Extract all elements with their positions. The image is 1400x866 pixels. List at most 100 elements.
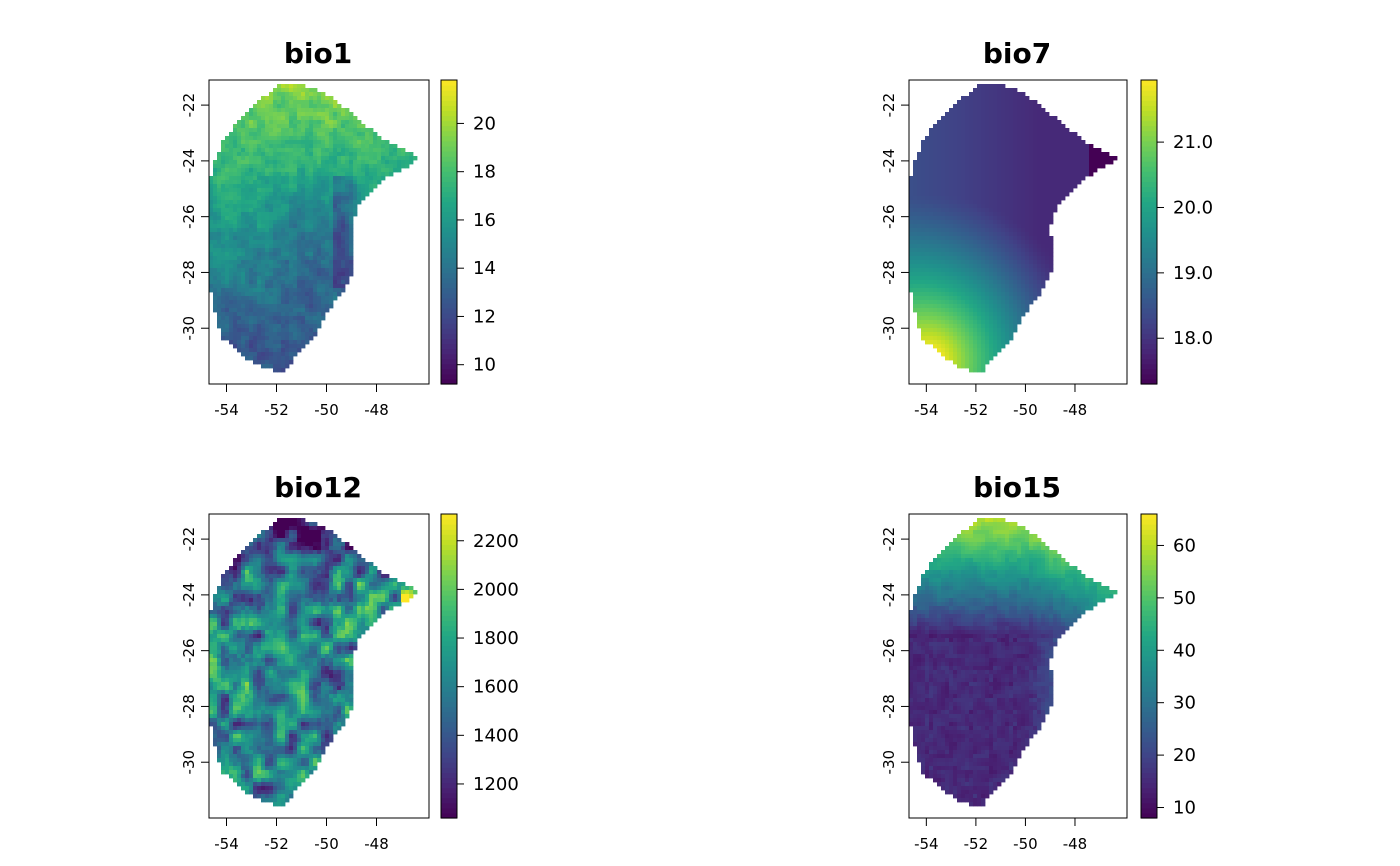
raster-cell: [1057, 160, 1062, 165]
raster-cell: [301, 152, 306, 157]
raster-cell: [921, 156, 926, 161]
raster-cell: [309, 336, 314, 341]
legend-swatch: [441, 318, 457, 324]
raster-cell: [217, 244, 222, 249]
legend-swatch: [1141, 80, 1157, 86]
raster-cell: [985, 248, 990, 253]
raster-cell: [977, 240, 982, 245]
raster-cell: [973, 312, 978, 317]
legend-swatch: [1141, 201, 1157, 208]
raster-cell: [929, 320, 934, 325]
raster-cell: [929, 324, 934, 329]
raster-cell: [981, 100, 986, 105]
raster-cell: [257, 156, 262, 161]
raster-cell: [957, 208, 962, 213]
raster-cell: [921, 316, 926, 321]
raster-cell: [997, 144, 1002, 149]
raster-cell: [273, 172, 278, 177]
raster-cell: [1005, 188, 1010, 193]
raster-cell: [301, 300, 306, 305]
raster-cell: [325, 188, 330, 193]
raster-cell: [1053, 116, 1058, 121]
raster-cell: [269, 144, 274, 149]
raster-cell: [1025, 284, 1030, 289]
raster-cell: [273, 228, 278, 233]
legend-swatch: [1141, 95, 1157, 101]
raster-cell: [285, 108, 290, 113]
raster-cell: [249, 112, 254, 117]
raster-cell: [265, 216, 270, 221]
raster-cell: [277, 328, 282, 333]
legend-swatch: [441, 100, 457, 106]
raster-cell: [921, 260, 926, 265]
raster-cell: [277, 104, 282, 109]
raster-cell: [981, 328, 986, 333]
raster-cell: [309, 304, 314, 309]
raster-cell: [213, 180, 218, 185]
raster-cell: [1013, 324, 1018, 329]
raster-cell: [969, 180, 974, 185]
raster-cell: [1045, 260, 1050, 265]
raster-cell: [297, 188, 302, 193]
raster-cell: [317, 196, 322, 201]
raster-cell: [997, 344, 1002, 349]
raster-cell: [297, 216, 302, 221]
raster-cell: [385, 168, 390, 173]
raster-cell: [245, 208, 250, 213]
raster-cell: [1001, 272, 1006, 277]
raster-cell: [1029, 232, 1034, 237]
raster-cell: [933, 212, 938, 217]
raster-cell: [993, 172, 998, 177]
raster-cell: [317, 272, 322, 277]
raster-cell: [1093, 160, 1098, 165]
raster-cell: [209, 272, 214, 277]
raster-cell: [209, 264, 214, 269]
raster-cell: [957, 200, 962, 205]
raster-cell: [245, 300, 250, 305]
raster-cell: [1005, 336, 1010, 341]
raster-cell: [941, 256, 946, 261]
raster-cell: [941, 156, 946, 161]
raster-cell: [301, 208, 306, 213]
raster-cell: [337, 192, 342, 197]
raster-cell: [265, 550, 270, 555]
raster-cell: [1073, 144, 1078, 149]
raster-cell: [933, 144, 938, 149]
raster-cell: [305, 308, 310, 313]
raster-cell: [281, 92, 286, 97]
raster-cell: [993, 112, 998, 117]
raster-cell: [349, 228, 354, 233]
raster-cell: [257, 332, 262, 337]
raster-cell: [345, 192, 350, 197]
raster-cell: [373, 152, 378, 157]
raster-cell: [1061, 180, 1066, 185]
raster-cell: [265, 176, 270, 181]
raster-cell: [993, 252, 998, 257]
raster-cell: [333, 276, 338, 281]
raster-cell: [325, 228, 330, 233]
raster-cell: [269, 300, 274, 305]
raster-cell: [1069, 148, 1074, 153]
raster-cell: [245, 196, 250, 201]
raster-cell: [305, 530, 310, 535]
raster-cell: [325, 554, 330, 559]
raster-cell: [241, 152, 246, 157]
raster-cell: [281, 192, 286, 197]
raster-cell: [221, 208, 226, 213]
raster-cell: [985, 152, 990, 157]
raster-cell: [1061, 172, 1066, 177]
raster-cell: [241, 566, 246, 571]
raster-cell: [225, 164, 230, 169]
raster-cell: [1085, 148, 1090, 153]
raster-cell: [353, 176, 358, 181]
raster-cell: [965, 336, 970, 341]
raster-cell: [285, 348, 290, 353]
raster-cell: [325, 268, 330, 273]
raster-cell: [957, 300, 962, 305]
raster-cell: [325, 220, 330, 225]
legend-swatch: [1141, 343, 1157, 350]
raster-cell: [1029, 276, 1034, 281]
raster-cell: [925, 256, 930, 261]
raster-cell: [273, 196, 278, 201]
raster-cell: [273, 360, 278, 365]
